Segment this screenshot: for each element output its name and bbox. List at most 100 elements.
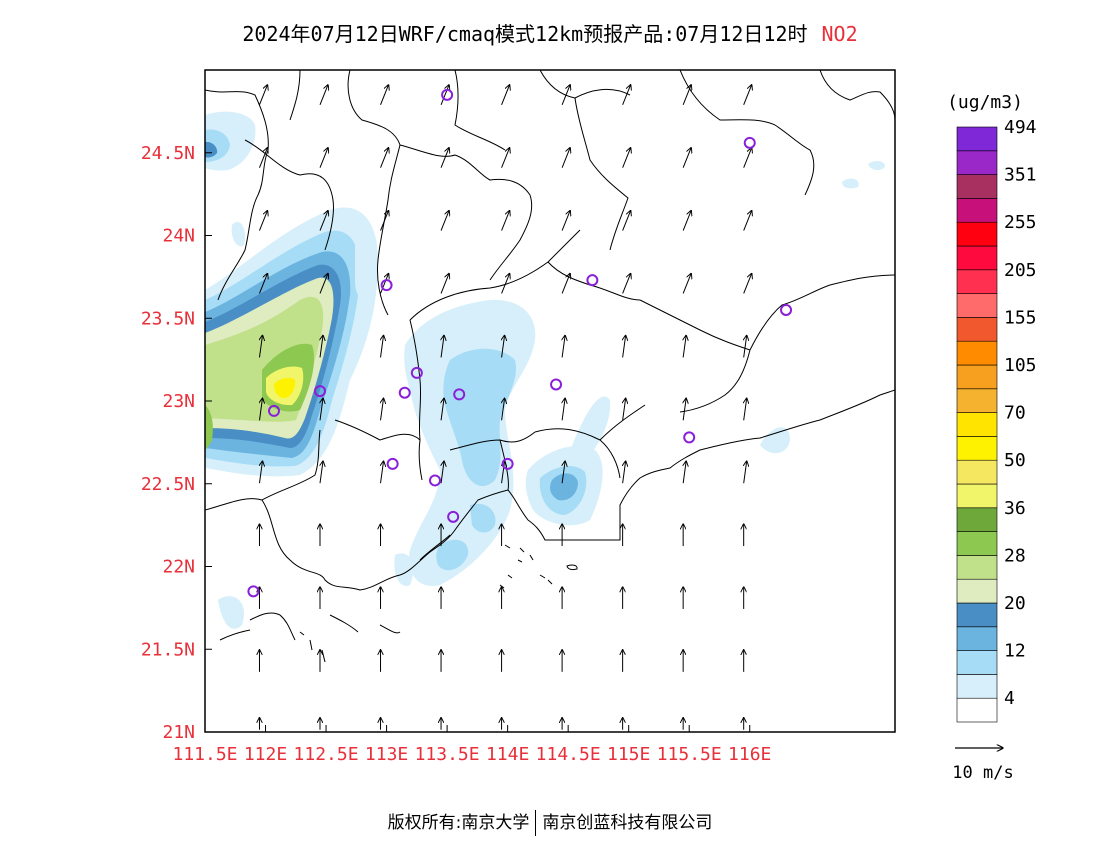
- legend-swatch: [956, 150, 998, 175]
- legend-swatch: [956, 578, 998, 604]
- station-marker: [780, 303, 793, 316]
- wind-arrow: [622, 148, 631, 168]
- legend-swatch: [956, 626, 998, 651]
- station-marker: [410, 366, 423, 379]
- legend-swatch: [956, 459, 998, 485]
- wind-arrow: [501, 211, 510, 231]
- wind-arrow: [682, 211, 691, 231]
- wind-arrow: [319, 273, 328, 294]
- station-marker: [386, 457, 399, 470]
- wind-arrow: [259, 335, 262, 358]
- wind-arrow: [502, 461, 505, 484]
- wind-arrow: [380, 148, 389, 168]
- legend-label: 255: [1004, 212, 1037, 233]
- station-marker: [398, 386, 411, 399]
- legend-swatch: [956, 293, 998, 318]
- copyright-company: 南京创蓝科技有限公司: [542, 813, 713, 833]
- legend-swatch: [956, 483, 998, 509]
- station-marker: [441, 88, 454, 101]
- legend-label: 4: [1004, 688, 1015, 709]
- pollutant-name: NO2: [821, 22, 858, 46]
- wind-arrow: [259, 461, 262, 484]
- wind-arrow: [381, 398, 384, 421]
- legend-swatch: [956, 198, 998, 223]
- wind-arrow: [380, 211, 389, 231]
- wind-arrow: [319, 85, 328, 106]
- wind-arrow: [320, 461, 323, 484]
- legend-swatch: [956, 436, 998, 461]
- wind-arrow: [562, 335, 565, 358]
- legend-label: 12: [1004, 641, 1026, 662]
- station-marker: [453, 388, 466, 401]
- legend-label: 20: [1004, 593, 1026, 614]
- no2-shading: [205, 111, 885, 629]
- map-title: 2024年07月12日WRF/cmaq模式12km预报产品:07月12日12时 N…: [0, 18, 1100, 47]
- legend-swatch: [956, 388, 998, 413]
- wind-arrow: [440, 148, 449, 168]
- wind-arrow: [381, 335, 384, 358]
- legend-label: 155: [1004, 307, 1037, 328]
- station-marker: [683, 431, 696, 444]
- x-tick-label: 113.5E: [415, 744, 480, 765]
- wind-arrow: [683, 335, 686, 358]
- legend-swatch: [956, 317, 998, 342]
- wind-arrow: [683, 398, 686, 421]
- wind-arrow: [440, 273, 449, 294]
- x-tick-label: 116E: [728, 744, 771, 765]
- legend-swatch: [956, 650, 998, 675]
- x-tick-label: 112E: [244, 744, 287, 765]
- station-marker: [586, 274, 599, 287]
- wind-arrow: [441, 398, 444, 421]
- wind-arrow: [502, 398, 505, 421]
- legend-swatch: [956, 531, 998, 556]
- x-tick-label: 114.5E: [536, 744, 601, 765]
- reference-vector-label: 10 m/s: [952, 763, 1013, 783]
- legend-label: 50: [1004, 450, 1026, 471]
- wind-arrow: [259, 85, 267, 106]
- legend-swatch: [956, 126, 998, 152]
- boundary-lines: [205, 70, 895, 641]
- wind-arrow: [743, 211, 752, 231]
- title-text: 2024年07月12日WRF/cmaq模式12km预报产品:07月12日12时: [242, 22, 808, 46]
- wind-arrow: [320, 335, 323, 358]
- station-marker: [429, 474, 441, 487]
- wind-arrow: [440, 85, 449, 106]
- legend-label: 205: [1004, 260, 1037, 281]
- wind-arrow: [380, 85, 389, 106]
- legend-swatch: [956, 412, 998, 437]
- wind-arrow: [561, 273, 570, 294]
- wind-arrow: [561, 85, 570, 106]
- wind-arrow: [502, 335, 505, 358]
- x-tick-label: 114E: [486, 744, 529, 765]
- y-tick-label: 21.5N: [141, 639, 195, 660]
- station-marker: [247, 585, 260, 598]
- station-marker: [550, 378, 563, 391]
- y-tick-label: 21N: [162, 722, 195, 743]
- x-tick-label: 113E: [365, 744, 408, 765]
- x-axis: 111.5E 112E 112.5E 113E 113.5E 114E 114.5E 115E…: [172, 725, 771, 765]
- legend-label: 36: [1004, 498, 1026, 519]
- legend-swatch: [956, 245, 998, 271]
- wind-arrow: [683, 461, 686, 484]
- x-tick-label: 111.5E: [172, 744, 237, 765]
- wind-arrow: [319, 148, 328, 168]
- wind-arrow: [623, 335, 626, 358]
- wind-arrow: [743, 148, 752, 168]
- wind-arrow: [622, 211, 631, 231]
- wind-arrow: [623, 398, 626, 421]
- wind-arrow: [682, 148, 691, 168]
- legend-swatch: [956, 269, 998, 294]
- x-tick-label: 115E: [607, 744, 650, 765]
- legend-swatch: [956, 674, 998, 699]
- wind-arrow: [320, 398, 323, 421]
- wind-arrow: [682, 85, 691, 106]
- wind-arrow: [501, 148, 510, 168]
- wind-arrow: [743, 85, 752, 106]
- wind-arrow: [259, 273, 267, 294]
- wind-arrow: [682, 273, 691, 294]
- legend-swatch: [956, 340, 998, 366]
- y-tick-label: 24.5N: [141, 143, 195, 164]
- color-legend: (ug/m3) 4122028365070105155205255351494 …: [947, 92, 1036, 783]
- y-tick-label: 22.5N: [141, 474, 195, 495]
